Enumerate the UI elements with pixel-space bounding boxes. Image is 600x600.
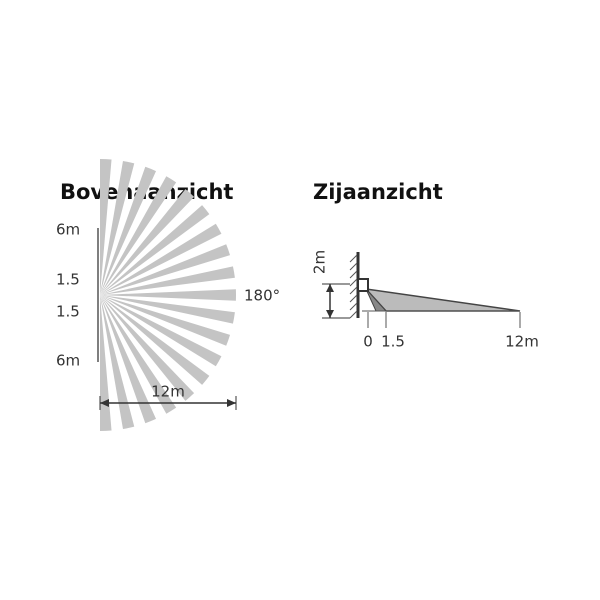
fan-ray [100, 295, 177, 414]
distance-label: 0 [363, 333, 373, 351]
fan-ray [100, 295, 135, 430]
fan-ray [100, 295, 195, 401]
distance-label: 1.5 [381, 333, 405, 351]
fan-ray [100, 295, 222, 367]
fan-ray [100, 295, 235, 324]
fan-ray [100, 160, 135, 295]
fan-ray [100, 176, 177, 295]
fan-ray [100, 289, 236, 301]
fan-ray [100, 295, 231, 346]
left-label: 1.5 [56, 271, 80, 289]
fan-ray [100, 295, 112, 431]
fan-ray [100, 159, 112, 295]
fan-ray [100, 295, 157, 424]
height-label: 2m [311, 250, 329, 274]
sensor [357, 278, 369, 292]
left-label: 6m [56, 352, 80, 370]
width-label: 12m [151, 383, 185, 401]
fan-ray [100, 266, 235, 295]
fan-ray [100, 244, 231, 295]
detection-zone [364, 287, 521, 312]
fan-ray [100, 166, 157, 295]
side-view-title: Zijaanzicht [313, 180, 443, 204]
fan-ray [100, 295, 210, 385]
left-label: 6m [56, 221, 80, 239]
fan-ray [100, 189, 195, 295]
arrow-heads [326, 284, 334, 318]
left-label: 1.5 [56, 303, 80, 321]
fan-ray [100, 223, 222, 295]
detection-fan [100, 159, 236, 431]
wall-hatch [349, 254, 358, 319]
distance-label: 12m [505, 333, 539, 351]
fan-ray [100, 205, 210, 295]
angle-label: 180° [244, 287, 280, 305]
